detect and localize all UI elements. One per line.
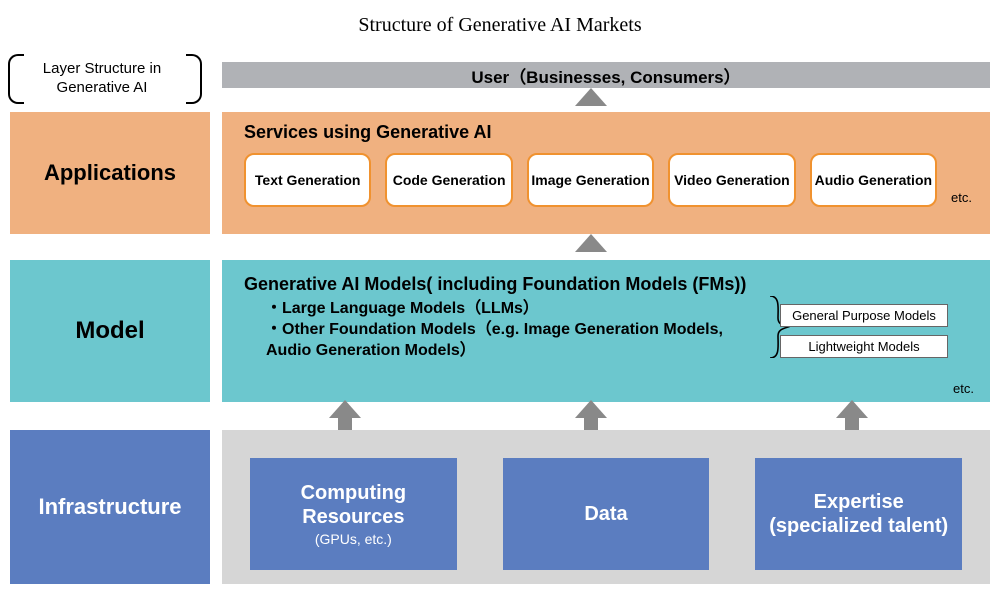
infra-card-main: Expertise (specialized talent)	[765, 490, 952, 538]
diagram-root: Layer Structure in Generative AI Applica…	[10, 50, 990, 585]
model-etc: etc.	[953, 381, 974, 396]
model-tags: General Purpose Models Lightweight Model…	[780, 304, 980, 366]
model-band: Generative AI Models( including Foundati…	[222, 260, 990, 402]
applications-etc: etc.	[951, 190, 972, 207]
app-card-code-generation: Code Generation	[385, 153, 512, 207]
infra-card-main: Data	[584, 502, 627, 526]
app-card-audio-generation: Audio Generation	[810, 153, 937, 207]
applications-title: Services using Generative AI	[244, 122, 972, 143]
layer-structure-label: Layer Structure in Generative AI	[10, 56, 194, 102]
user-bar: User（Businesses, Consumers）	[222, 62, 990, 88]
infra-card-computing: Computing Resources (GPUs, etc.)	[250, 458, 457, 570]
layer-label-infrastructure: Infrastructure	[10, 430, 210, 584]
layer-label-applications: Applications	[10, 112, 210, 234]
right-column: User（Businesses, Consumers） Services usi…	[222, 50, 990, 585]
infrastructure-row: Computing Resources (GPUs, etc.) Data Ex…	[240, 458, 972, 570]
arrow-up-icon	[577, 88, 605, 112]
layer-label-model: Model	[10, 260, 210, 402]
arrow-up-icon	[577, 234, 605, 260]
infra-card-main: Computing Resources	[260, 481, 447, 529]
app-card-image-generation: Image Generation	[527, 153, 654, 207]
applications-row: Text Generation Code Generation Image Ge…	[244, 153, 972, 207]
model-title: Generative AI Models( including Foundati…	[244, 274, 976, 295]
app-card-text-generation: Text Generation	[244, 153, 371, 207]
model-bullet: ・Other Foundation Models（e.g. Image Gene…	[266, 320, 736, 362]
applications-band: Services using Generative AI Text Genera…	[222, 112, 990, 234]
left-column: Layer Structure in Generative AI Applica…	[10, 50, 210, 585]
infra-card-data: Data	[503, 458, 710, 570]
infra-card-sub: (GPUs, etc.)	[315, 531, 392, 548]
model-tag-general: General Purpose Models	[780, 304, 948, 327]
model-bullets: ・Large Language Models（LLMs） ・Other Foun…	[266, 299, 736, 361]
page-title: Structure of Generative AI Markets	[0, 0, 1000, 47]
infra-card-expertise: Expertise (specialized talent)	[755, 458, 962, 570]
infrastructure-band: Computing Resources (GPUs, etc.) Data Ex…	[222, 430, 990, 584]
app-card-video-generation: Video Generation	[668, 153, 795, 207]
model-tag-lightweight: Lightweight Models	[780, 335, 948, 358]
model-bullet: ・Large Language Models（LLMs）	[266, 299, 736, 320]
